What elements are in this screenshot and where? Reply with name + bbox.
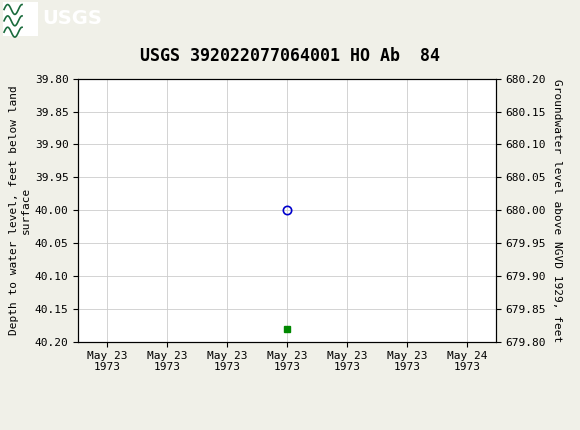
Text: USGS 392022077064001 HO Ab  84: USGS 392022077064001 HO Ab 84 bbox=[140, 47, 440, 65]
Y-axis label: Groundwater level above NGVD 1929, feet: Groundwater level above NGVD 1929, feet bbox=[552, 79, 561, 342]
Text: USGS: USGS bbox=[42, 9, 102, 28]
Y-axis label: Depth to water level, feet below land
surface: Depth to water level, feet below land su… bbox=[9, 86, 31, 335]
FancyBboxPatch shape bbox=[3, 2, 38, 36]
